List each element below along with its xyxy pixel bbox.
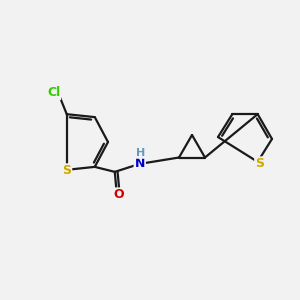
Text: S: S [62,164,71,177]
Text: N: N [135,158,145,170]
Text: O: O [113,188,124,201]
Text: S: S [255,157,264,170]
Text: Cl: Cl [47,86,60,99]
Text: H: H [136,148,146,158]
